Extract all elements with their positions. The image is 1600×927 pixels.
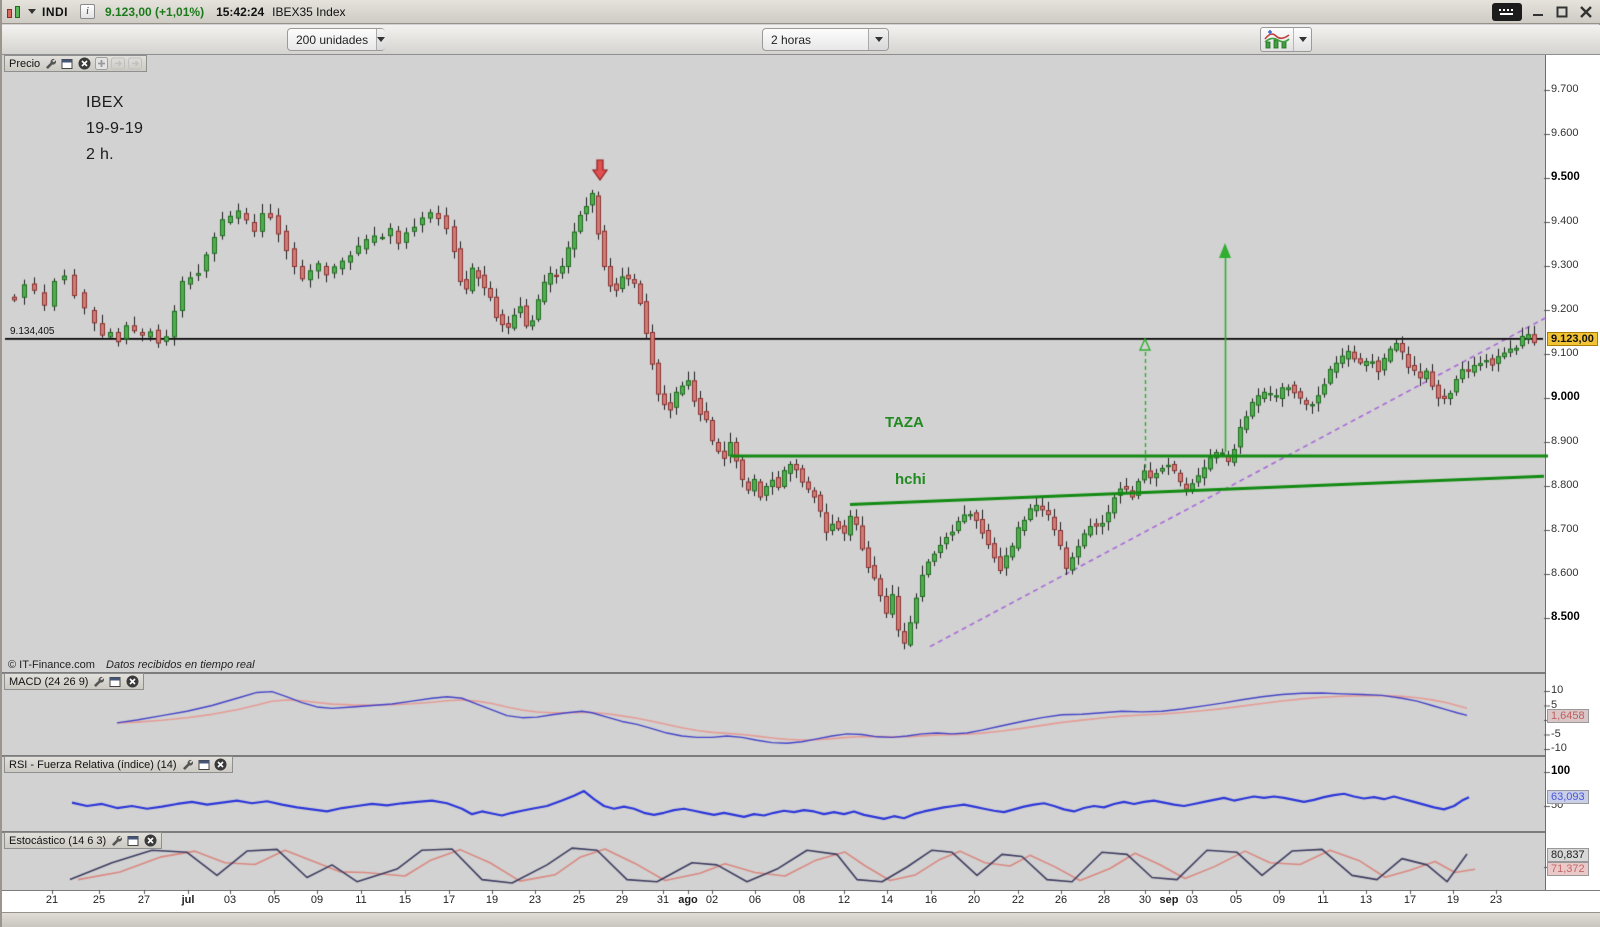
price-axis-tick: 9.400 [1551,215,1579,227]
time-axis-label: 31 [656,894,670,906]
close-panel-icon[interactable] [214,758,228,771]
price-panel-header: Precio [4,55,148,72]
price-axis-tick: 9.600 [1551,127,1579,139]
rsi-panel-header: RSI - Fuerza Relativa (índice) (14) [4,756,233,773]
annotation-timeframe: 2 h. [86,146,114,163]
price-axis-tick: 9.700 [1551,83,1579,95]
annotation-symbol: IBEX [86,94,124,111]
macd-axis-tick: 5 [1551,698,1558,711]
price-axis-tick: 8.800 [1551,479,1579,491]
time-axis-label: 03 [223,894,237,906]
wrench-icon[interactable] [91,675,105,688]
time-axis-label: 21 [45,894,59,906]
wrench-icon[interactable] [109,834,123,847]
close-panel-icon[interactable] [143,834,157,847]
stoch-d-value-badge: 71,372 [1547,862,1589,876]
time-axis-label: 23 [528,894,542,906]
time-axis-label: 05 [1229,894,1243,906]
price-axis-tick: 9.100 [1551,347,1579,359]
price-axis-tick: 9.200 [1551,303,1579,315]
time-axis-label: sep [1159,894,1179,906]
window-icon[interactable] [197,758,211,771]
chart-annotation[interactable]: IBEX 19-9-19 2 h. [86,90,143,168]
time-axis-label: 23 [1489,894,1503,906]
time-axis-label: 29 [615,894,629,906]
time-axis-label: 08 [792,894,806,906]
time-axis-label: 14 [880,894,894,906]
price-axis-tick: 8.600 [1551,567,1579,579]
time-axis-label: 20 [967,894,981,906]
time-axis-label: 17 [442,894,456,906]
time-axis-label: 11 [1317,894,1329,906]
attribution: © IT-Finance.com Datos recibidos en tiem… [8,659,255,671]
hchi-label[interactable]: hchi [895,471,926,488]
price-panel-title: Precio [9,57,41,70]
rsi-axis-tick: 100 [1551,765,1571,777]
time-axis-label: 05 [267,894,281,906]
stoch-panel-header: Estocástico (14 6 3) [4,832,163,849]
time-axis-label: 09 [310,894,324,906]
time-axis-label: 03 [1185,894,1199,906]
price-axis-tick: 9.500 [1551,171,1580,183]
price-axis-tick: 8.900 [1551,435,1579,447]
macd-axis-tick: 10 [1551,684,1564,696]
dock-right-icon[interactable] [128,57,143,70]
time-axis-label: 30 [1138,894,1152,906]
wrench-icon[interactable] [43,57,57,70]
time-axis-label: 09 [1272,894,1286,906]
hline-price-label[interactable]: 9.134,405 [10,326,55,337]
macd-value-badge: 1,6458 [1547,709,1589,723]
annotation-date: 19-9-19 [86,120,144,137]
macd-panel-header: MACD (24 26 9) [4,673,145,690]
stoch-k-value-badge: 80,837 [1547,848,1589,862]
time-axis-label: 02 [705,894,719,906]
window-icon[interactable] [60,57,74,70]
close-panel-icon[interactable] [125,675,139,688]
time-axis-label: jul [181,894,195,906]
time-axis-label: 26 [1054,894,1068,906]
time-axis-label: 17 [1403,894,1417,906]
price-axis-tick: 9.000 [1551,391,1580,403]
time-axis-label: 27 [137,894,151,906]
time-axis-label: 06 [748,894,762,906]
time-axis-label: 28 [1097,894,1111,906]
price-axis-tick: 8.700 [1551,523,1579,535]
time-axis-label: 19 [1446,894,1460,906]
realtime-note: Datos recibidos en tiempo real [106,659,255,671]
time-axis-label: ago [678,894,698,906]
window-icon[interactable] [108,675,122,688]
time-axis-label: 22 [1011,894,1025,906]
stoch-panel-title: Estocástico (14 6 3) [9,834,107,847]
time-axis-label: 11 [355,894,367,906]
price-axis-tick: 8.500 [1551,611,1580,623]
dock-left-icon[interactable] [111,57,126,70]
time-axis-label: 19 [485,894,499,906]
close-panel-icon[interactable] [77,57,91,70]
taza-label[interactable]: TAZA [885,414,924,431]
time-axis-label: 15 [398,894,412,906]
wrench-icon[interactable] [180,758,194,771]
time-axis-label: 25 [572,894,586,906]
rsi-panel-title: RSI - Fuerza Relativa (índice) (14) [9,758,177,771]
macd-panel-title: MACD (24 26 9) [9,675,89,688]
time-axis-label: 13 [1359,894,1373,906]
macd-axis-tick: -10 [1551,742,1567,754]
time-axis-label: 25 [92,894,106,906]
window-icon[interactable] [126,834,140,847]
add-indicator-icon[interactable] [94,57,108,70]
last-price-badge: 9.123,00 [1547,332,1598,346]
copyright-label: © IT-Finance.com [8,659,95,671]
time-axis-label: 12 [837,894,851,906]
macd-axis-tick: -5 [1551,727,1561,740]
rsi-value-badge: 63,093 [1547,790,1589,804]
price-axis-tick: 9.300 [1551,259,1579,271]
time-axis-label: 16 [924,894,938,906]
